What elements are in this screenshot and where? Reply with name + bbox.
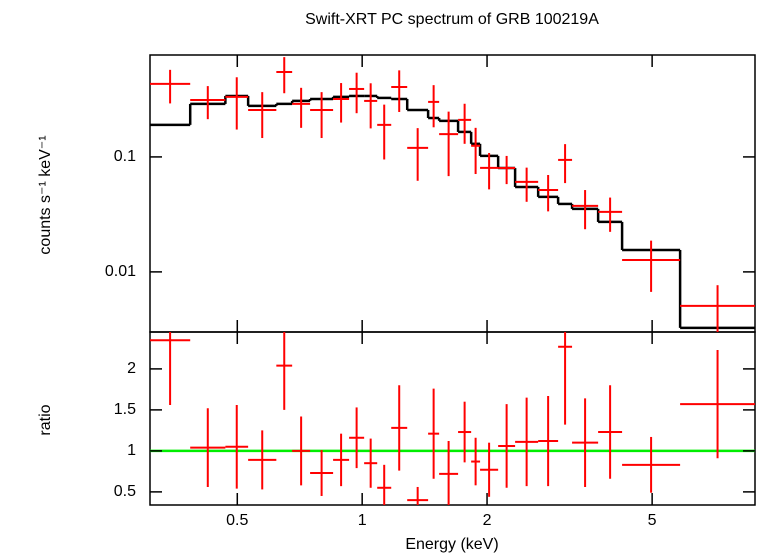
x-axis-label: Energy (keV): [405, 536, 498, 553]
x-tick-label: 1: [358, 512, 367, 529]
plot-area: [150, 57, 755, 332]
chart-title: Swift-XRT PC spectrum of GRB 100219A: [305, 11, 599, 28]
x-tick-label: 2: [483, 512, 492, 529]
y-tick-label: 1: [127, 442, 136, 459]
y-axis-label: ratio: [37, 404, 54, 435]
plot-frame: [149, 331, 756, 506]
plot-area: [150, 332, 755, 505]
y-tick-label: 2: [127, 360, 136, 377]
y-axis-label: counts s⁻¹ keV⁻¹: [37, 135, 54, 254]
y-tick-label: 0.01: [105, 263, 136, 280]
x-tick-label: 0.5: [226, 512, 248, 529]
y-tick-label: 0.5: [114, 483, 136, 500]
x-tick-label: 5: [648, 512, 657, 529]
y-tick-label: 0.1: [114, 148, 136, 165]
y-tick-label: 1.5: [114, 401, 136, 418]
